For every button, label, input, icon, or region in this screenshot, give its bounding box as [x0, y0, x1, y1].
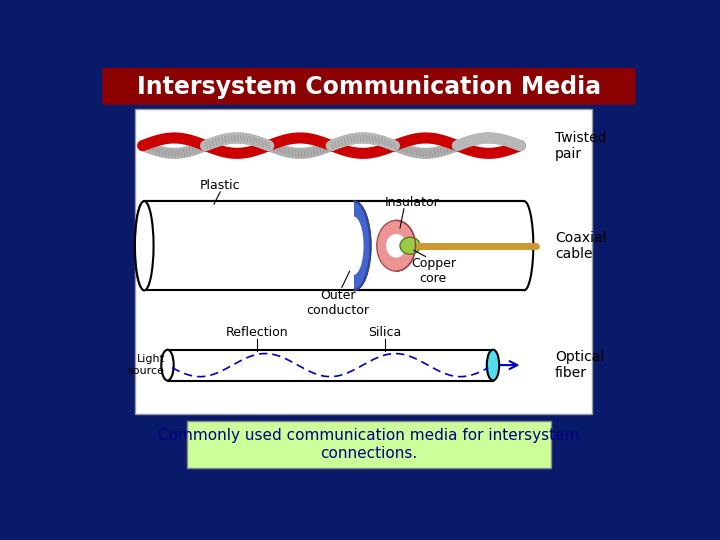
Ellipse shape: [343, 217, 364, 275]
Text: Intersystem Communication Media: Intersystem Communication Media: [137, 75, 601, 99]
Text: Plastic: Plastic: [200, 179, 240, 192]
Ellipse shape: [336, 201, 371, 291]
Ellipse shape: [487, 350, 499, 381]
Bar: [187, 421, 551, 468]
Text: Light
source: Light source: [127, 354, 164, 376]
Text: Outer
conductor: Outer conductor: [307, 289, 369, 317]
Bar: [140, 200, 354, 292]
Text: Insulator: Insulator: [384, 196, 439, 209]
Ellipse shape: [386, 234, 406, 258]
Ellipse shape: [400, 237, 420, 254]
Text: Twisted
pair: Twisted pair: [555, 131, 606, 161]
Text: Reflection: Reflection: [225, 326, 288, 339]
Bar: [144, 201, 524, 291]
Text: Commonly used communication media for intersystem
connections.: Commonly used communication media for in…: [158, 428, 580, 461]
Text: Silica: Silica: [368, 326, 401, 339]
Ellipse shape: [135, 201, 153, 291]
Text: Optical
fiber: Optical fiber: [555, 350, 604, 380]
Ellipse shape: [135, 201, 153, 291]
Ellipse shape: [161, 350, 174, 381]
Text: Copper
core: Copper core: [411, 257, 456, 285]
Ellipse shape: [377, 220, 415, 271]
Bar: [135, 110, 593, 414]
Text: Coaxial
cable: Coaxial cable: [555, 231, 606, 261]
Bar: [168, 350, 493, 381]
FancyBboxPatch shape: [102, 68, 636, 105]
